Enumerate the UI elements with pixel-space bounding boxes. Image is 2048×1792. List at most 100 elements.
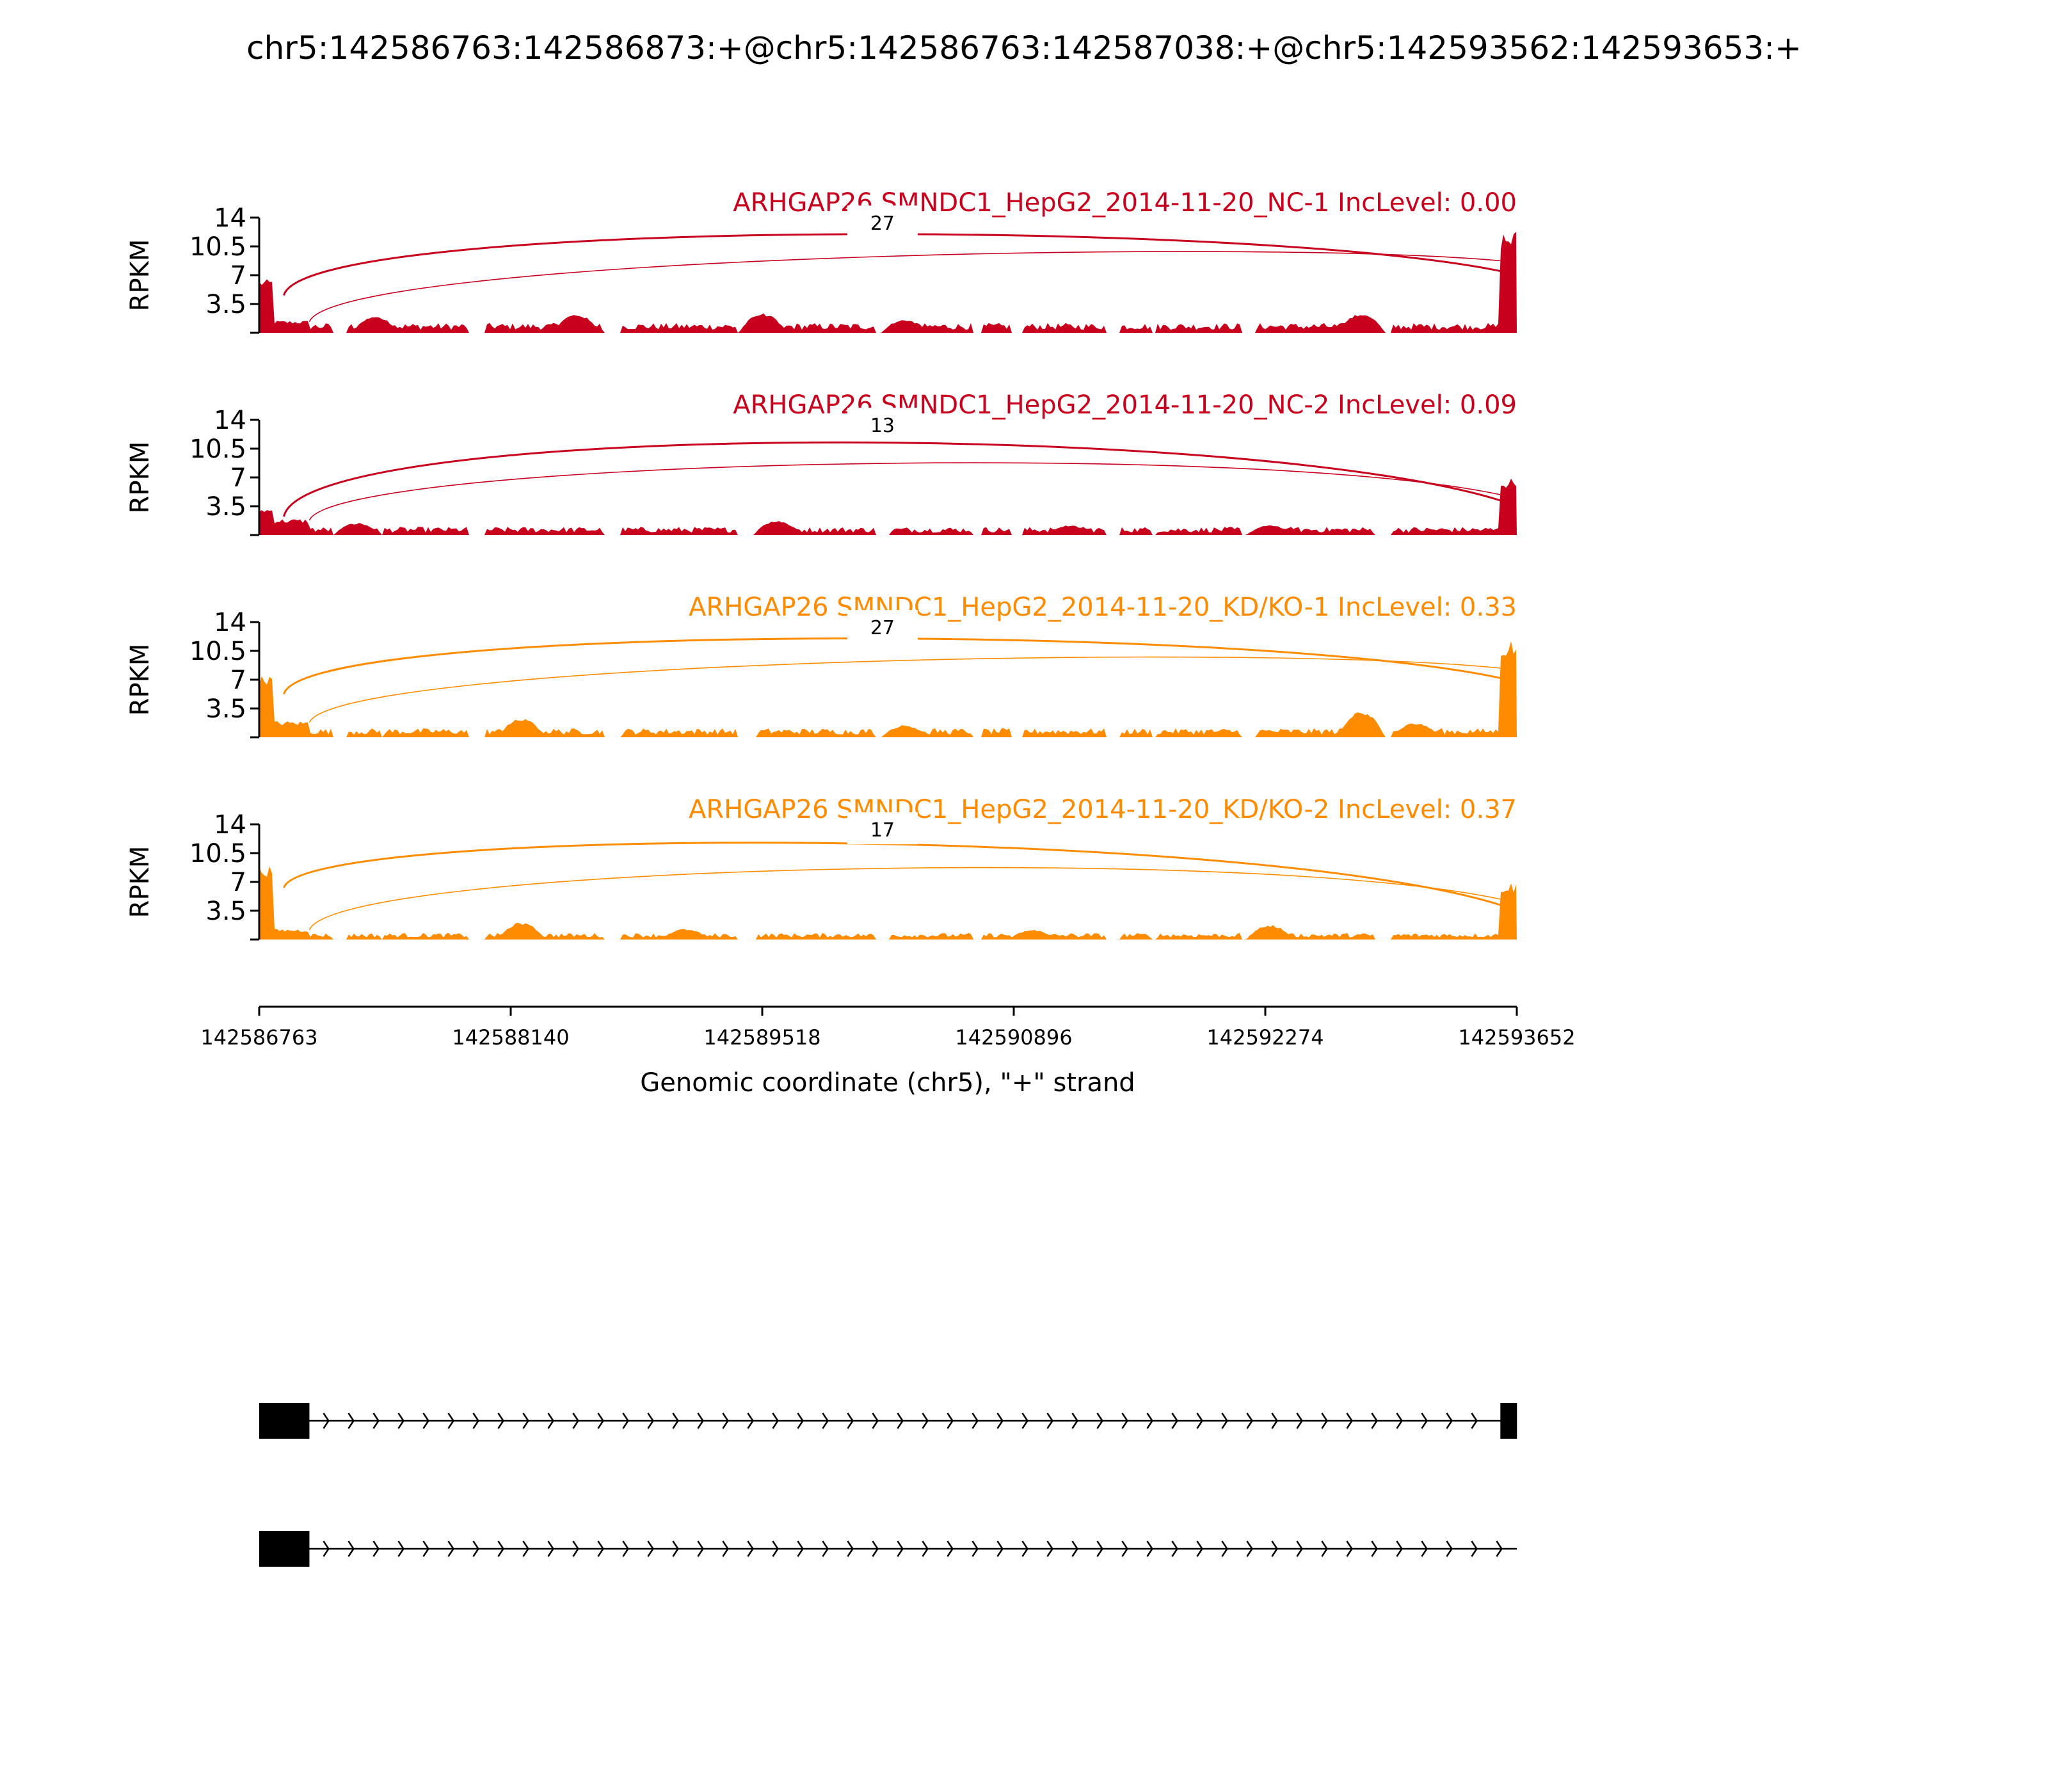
strand-arrow: [947, 1412, 954, 1429]
strand-arrow: [497, 1540, 504, 1557]
strand-arrow: [897, 1412, 904, 1429]
strand-arrow: [822, 1540, 829, 1557]
strand-arrow: [1496, 1540, 1503, 1557]
strand-arrow: [1221, 1412, 1228, 1429]
strand-arrow: [797, 1540, 804, 1557]
strand-arrow: [922, 1412, 929, 1429]
x-tick-label: 142589518: [703, 1025, 820, 1050]
strand-arrow: [1046, 1540, 1053, 1557]
strand-arrow: [1121, 1540, 1128, 1557]
strand-arrow: [872, 1540, 879, 1557]
strand-arrow: [772, 1540, 779, 1557]
strand-arrow: [1321, 1412, 1328, 1429]
strand-arrow: [622, 1412, 629, 1429]
strand-arrow: [772, 1412, 779, 1429]
strand-arrow: [372, 1412, 380, 1429]
strand-arrow: [1196, 1540, 1203, 1557]
strand-arrow: [797, 1412, 804, 1429]
strand-arrow: [747, 1412, 754, 1429]
strand-arrow: [422, 1540, 429, 1557]
y-tick-label: 14: [214, 406, 246, 435]
y-axis-label: RPKM: [125, 846, 155, 918]
strand-arrow: [1346, 1412, 1353, 1429]
strand-arrow: [597, 1412, 604, 1429]
x-axis: 142586763 142588140 142589518 142590896 1425…: [200, 1005, 1576, 1098]
inclusion-junction-arc: [283, 233, 1501, 296]
strand-arrow: [1396, 1540, 1403, 1557]
junction-count-label: 17: [870, 819, 895, 842]
y-tick-label: 10.5: [189, 232, 246, 262]
strand-arrow: [1096, 1412, 1103, 1429]
y-tick-label: 3.5: [205, 897, 246, 926]
isoform-exon: [259, 1531, 310, 1567]
skipping-junction-arc: [308, 251, 1501, 322]
strand-arrow: [672, 1540, 679, 1557]
x-axis-label: Genomic coordinate (chr5), "+" strand: [640, 1068, 1135, 1098]
strand-arrow: [922, 1540, 929, 1557]
skipping-junction-arc: [308, 867, 1501, 931]
coverage-area: [259, 232, 1517, 333]
junction-count-label: 27: [870, 617, 895, 639]
strand-arrow: [547, 1540, 554, 1557]
strand-arrow: [697, 1540, 704, 1557]
strand-arrow: [722, 1540, 729, 1557]
strand-arrow: [847, 1412, 854, 1429]
isoform-exon: [259, 1403, 310, 1439]
inclusion-junction-arc: [283, 441, 1501, 517]
strand-arrow: [672, 1412, 679, 1429]
isoform-tracks: [259, 1403, 1517, 1567]
x-tick-label: 142593652: [1458, 1025, 1575, 1050]
strand-arrow: [1446, 1412, 1453, 1429]
strand-arrow: [1296, 1540, 1303, 1557]
strand-arrow: [1096, 1540, 1103, 1557]
strand-arrow: [472, 1412, 479, 1429]
strand-arrow: [1221, 1540, 1228, 1557]
y-tick-label: 14: [214, 608, 246, 637]
y-tick-label: 7: [230, 463, 246, 493]
strand-arrow: [547, 1412, 554, 1429]
strand-arrow: [323, 1412, 330, 1429]
junction-count-label: 13: [870, 415, 895, 437]
strand-arrow: [447, 1540, 454, 1557]
strand-arrow: [972, 1540, 979, 1557]
strand-arrow: [1296, 1412, 1303, 1429]
strand-arrow: [1071, 1540, 1078, 1557]
strand-arrow: [747, 1540, 754, 1557]
y-tick-label: 10.5: [189, 637, 246, 666]
strand-arrow: [1246, 1540, 1253, 1557]
isoform-track: [259, 1531, 1517, 1567]
y-axis-label: RPKM: [125, 644, 155, 716]
isoform-track: [259, 1403, 1517, 1439]
junction-label-box: [847, 408, 918, 440]
strand-arrow: [1396, 1412, 1403, 1429]
strand-arrow: [1271, 1412, 1278, 1429]
strand-arrow: [847, 1540, 854, 1557]
strand-arrow: [647, 1412, 654, 1429]
strand-arrow: [697, 1412, 704, 1429]
skipping-junction-arc: [308, 656, 1501, 723]
strand-arrow: [947, 1540, 954, 1557]
chart-title: chr5:142586763:142586873:+@chr5:14258676…: [246, 29, 1802, 67]
strand-arrow: [1046, 1412, 1053, 1429]
x-tick-label: 142592274: [1206, 1025, 1324, 1050]
y-tick-label: 3.5: [205, 694, 246, 724]
strand-arrow: [422, 1412, 429, 1429]
y-tick-label: 10.5: [189, 839, 246, 868]
junction-label-box: [847, 205, 918, 238]
x-tick-label: 142590896: [955, 1025, 1072, 1050]
strand-arrow: [597, 1540, 604, 1557]
x-tick-label: 142588140: [452, 1025, 569, 1050]
y-tick-label: 14: [214, 810, 246, 840]
strand-arrow: [1146, 1540, 1153, 1557]
strand-arrow: [996, 1412, 1004, 1429]
y-tick-label: 14: [214, 204, 246, 233]
junction-count-label: 27: [870, 212, 895, 235]
strand-arrow: [397, 1412, 404, 1429]
x-tick-label: 142586763: [200, 1025, 317, 1050]
x-axis-ticks: 142586763 142588140 142589518 142590896 1425…: [200, 1007, 1576, 1050]
strand-arrow: [1171, 1540, 1178, 1557]
y-tick-label: 10.5: [189, 435, 246, 464]
